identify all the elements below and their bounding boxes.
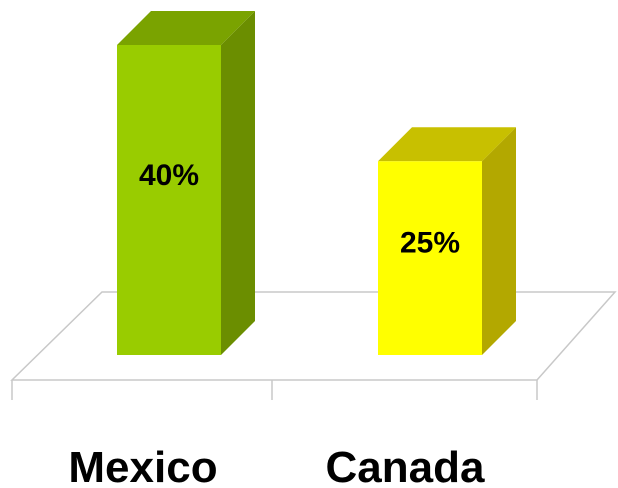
category-label-canada: Canada: [326, 443, 485, 488]
bar-side-canada: [482, 127, 516, 355]
bar-canada: [378, 161, 482, 355]
bar-mexico: [117, 45, 221, 355]
data-label-canada: 25%: [400, 227, 460, 260]
bar-top-mexico: [117, 11, 255, 45]
bar-top-canada: [378, 127, 516, 162]
floor-plane: [10, 291, 617, 381]
category-label-mexico: Mexico: [68, 443, 217, 488]
chart-floor: [10, 291, 617, 400]
bar-side-mexico: [221, 11, 255, 355]
bars-group: 40% 25%: [117, 11, 516, 355]
data-label-mexico: 40%: [139, 159, 199, 192]
